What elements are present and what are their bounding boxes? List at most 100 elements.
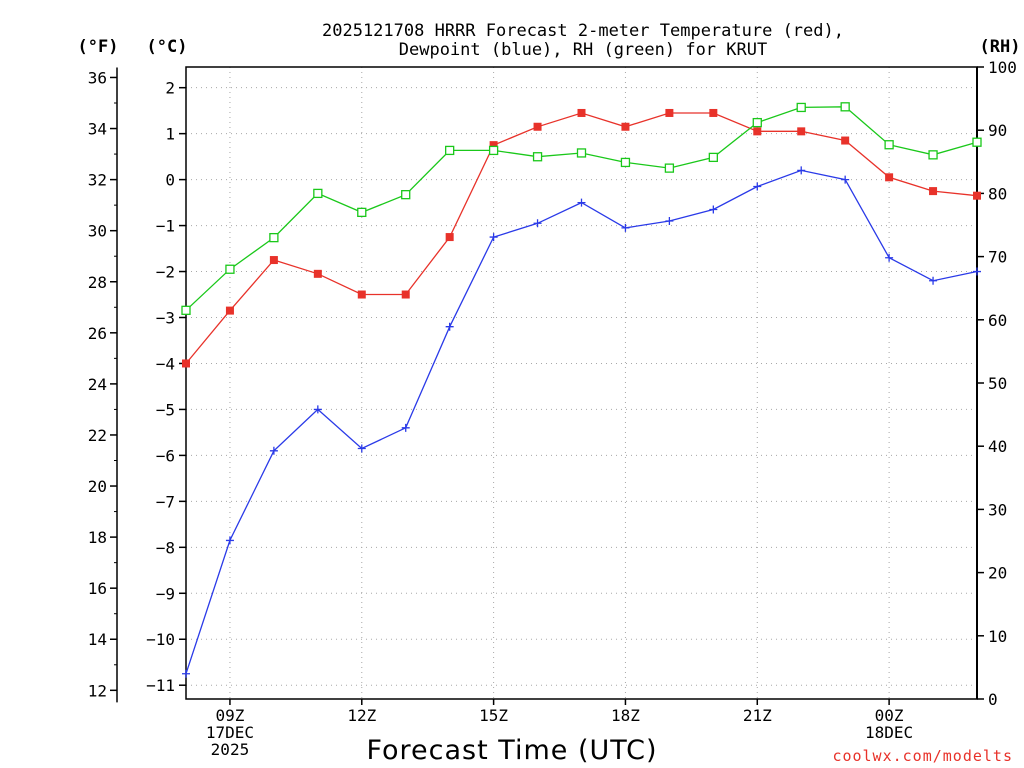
dewpoint-point-17 bbox=[929, 276, 938, 285]
dewpoint-point-14 bbox=[797, 166, 806, 175]
rh-tick-label-50: 50 bbox=[988, 374, 1007, 393]
credit-link[interactable]: coolwx.com/modelts bbox=[832, 747, 1013, 765]
rh-point-10 bbox=[620, 157, 631, 168]
plot-frame bbox=[185, 66, 978, 700]
rh-series bbox=[181, 102, 982, 315]
title-line-1: 2025121708 HRRR Forecast 2-meter Tempera… bbox=[322, 21, 844, 41]
celsius-tick-label--7: −7 bbox=[156, 492, 175, 511]
rh-tick-label-70: 70 bbox=[988, 248, 1007, 267]
fahrenheit-tick-label-18: 18 bbox=[88, 528, 107, 547]
data-series bbox=[181, 102, 982, 678]
tick-labels: 36343230282624222018161412210−1−2−3−4−5−… bbox=[88, 58, 1017, 759]
dewpoint-point-12 bbox=[709, 205, 718, 214]
temperature-series bbox=[182, 108, 981, 368]
temperature-point-8 bbox=[533, 122, 542, 131]
celsius-tick-label-2: 2 bbox=[165, 79, 175, 98]
fahrenheit-tick-label-20: 20 bbox=[88, 477, 107, 496]
celsius-tick-label-0: 0 bbox=[165, 171, 175, 190]
dewpoint-line bbox=[185, 169, 978, 674]
fahrenheit-tick-label-12: 12 bbox=[88, 681, 107, 700]
gridlines bbox=[186, 67, 977, 699]
title-line-2: Dewpoint (blue), RH (green) for KRUT bbox=[399, 40, 767, 60]
rh-tick-label-100: 100 bbox=[988, 58, 1017, 77]
x-tick-label-4-0: 12Z bbox=[347, 706, 376, 725]
rh-point-4 bbox=[357, 207, 367, 218]
dewpoint-point-7 bbox=[489, 233, 498, 242]
dewpoint-point-9 bbox=[577, 198, 586, 207]
temperature-point-11 bbox=[665, 108, 674, 117]
x-axis-label: Forecast Time (UTC) bbox=[366, 735, 657, 766]
rh-line bbox=[185, 106, 978, 311]
celsius-tick-label--3: −3 bbox=[156, 309, 175, 328]
rh-tick-label-0: 0 bbox=[988, 690, 998, 709]
rh-point-13 bbox=[752, 117, 762, 128]
temperature-point-2 bbox=[269, 256, 278, 265]
dewpoint-point-18 bbox=[973, 267, 981, 276]
x-tick-label-16-0: 00Z bbox=[875, 706, 904, 725]
rh-tick-label-20: 20 bbox=[988, 564, 1007, 583]
rh-point-8 bbox=[532, 152, 543, 162]
dewpoint-point-16 bbox=[885, 253, 894, 262]
rh-point-15 bbox=[840, 102, 850, 112]
x-tick-label-1-0: 09Z bbox=[215, 706, 244, 725]
celsius-tick-label--10: −10 bbox=[146, 630, 175, 649]
dewpoint-point-13 bbox=[753, 182, 762, 191]
temperature-point-17 bbox=[929, 187, 938, 196]
rh-axis-unit: (RH) bbox=[980, 37, 1021, 57]
temperature-point-14 bbox=[797, 127, 806, 136]
rh-point-12 bbox=[708, 152, 718, 163]
celsius-tick-label--9: −9 bbox=[156, 584, 175, 603]
rh-point-1 bbox=[225, 264, 235, 274]
dewpoint-point-3 bbox=[313, 405, 322, 414]
fahrenheit-tick-label-36: 36 bbox=[88, 68, 107, 87]
x-tick-label-10-0: 18Z bbox=[611, 706, 640, 725]
rh-point-17 bbox=[928, 150, 938, 160]
axes bbox=[110, 66, 984, 705]
dewpoint-point-0 bbox=[182, 669, 190, 678]
rh-point-18 bbox=[972, 137, 982, 147]
temperature-point-0 bbox=[182, 359, 190, 368]
rh-point-0 bbox=[181, 305, 191, 315]
celsius-tick-label--6: −6 bbox=[156, 446, 175, 465]
temperature-point-16 bbox=[885, 173, 894, 182]
dewpoint-point-5 bbox=[401, 423, 410, 432]
temperature-point-5 bbox=[401, 290, 410, 299]
temperature-point-1 bbox=[225, 306, 234, 315]
temperature-point-18 bbox=[973, 191, 981, 200]
celsius-axis-unit: (°C) bbox=[147, 37, 188, 57]
rh-tick-label-40: 40 bbox=[988, 437, 1007, 456]
x-tick-label-7-0: 15Z bbox=[479, 706, 508, 725]
celsius-tick-label--4: −4 bbox=[156, 354, 175, 373]
rh-point-7 bbox=[488, 145, 499, 156]
dewpoint-point-2 bbox=[269, 446, 278, 455]
x-tick-label-1-1: 17DEC bbox=[206, 723, 254, 742]
rh-point-2 bbox=[269, 232, 279, 243]
temperature-point-12 bbox=[709, 108, 718, 117]
celsius-tick-label--11: −11 bbox=[146, 676, 175, 695]
fahrenheit-tick-label-24: 24 bbox=[88, 375, 107, 394]
dewpoint-point-4 bbox=[357, 444, 366, 453]
fahrenheit-tick-label-22: 22 bbox=[88, 426, 107, 445]
x-tick-label-13-0: 21Z bbox=[743, 706, 772, 725]
dewpoint-point-11 bbox=[665, 216, 674, 225]
dewpoint-point-6 bbox=[445, 322, 454, 331]
celsius-tick-label--1: −1 bbox=[156, 217, 175, 236]
dewpoint-point-1 bbox=[225, 536, 234, 545]
temperature-point-6 bbox=[445, 233, 454, 242]
celsius-tick-label--8: −8 bbox=[156, 538, 175, 557]
dewpoint-point-15 bbox=[841, 175, 850, 184]
temperature-point-3 bbox=[313, 269, 322, 278]
temperature-point-13 bbox=[753, 127, 762, 136]
x-tick-label-16-1: 18DEC bbox=[865, 723, 913, 742]
fahrenheit-tick-label-30: 30 bbox=[88, 222, 107, 241]
rh-tick-label-90: 90 bbox=[988, 121, 1007, 140]
fahrenheit-axis-unit: (°F) bbox=[78, 37, 119, 57]
dewpoint-point-10 bbox=[621, 223, 630, 232]
celsius-tick-label--2: −2 bbox=[156, 263, 175, 282]
dewpoint-point-8 bbox=[533, 219, 542, 228]
rh-point-16 bbox=[884, 140, 894, 150]
temperature-point-7 bbox=[489, 141, 498, 150]
temperature-point-4 bbox=[357, 290, 366, 299]
dewpoint-series bbox=[182, 166, 981, 678]
